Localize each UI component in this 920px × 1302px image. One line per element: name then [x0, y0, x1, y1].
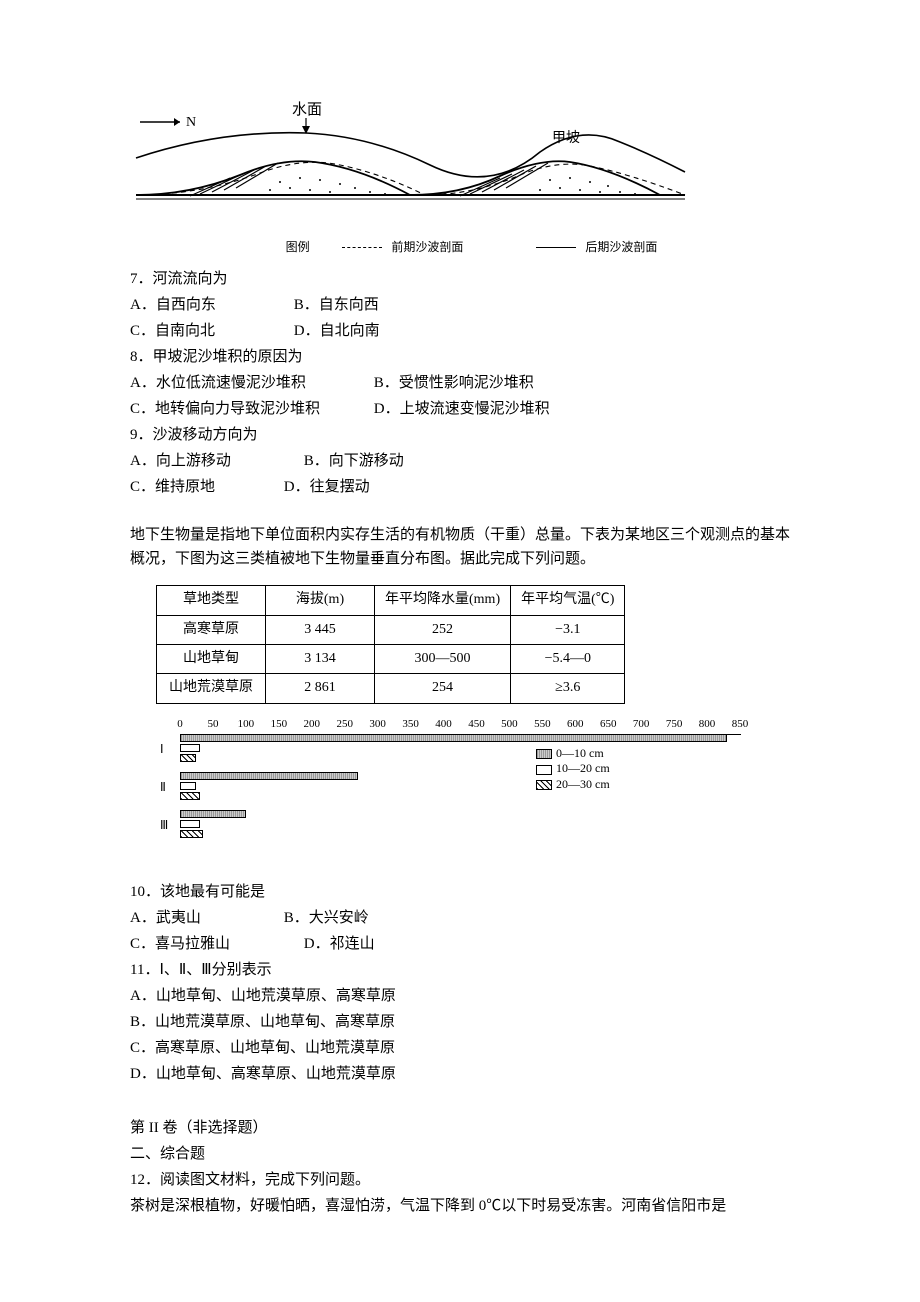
diagram-legend: 图例 前期沙波剖面 后期沙波剖面 [130, 238, 790, 257]
q11-c: C．高寒草原、山地草甸、山地荒漠草原 [130, 1036, 790, 1060]
q8-a: A．水位低流速慢泥沙堆积 [130, 371, 370, 395]
chart-legend: 0—10 cm 10—20 cm 20—30 cm [536, 746, 610, 793]
q12-text: 茶树是深根植物，好暖怕晒，喜湿怕涝，气温下降到 0℃以下时易受冻害。河南省信阳市… [130, 1194, 790, 1218]
q8-b: B．受惯性影响泥沙堆积 [374, 371, 534, 395]
th-type: 草地类型 [157, 586, 266, 615]
part2-heading1: 第 II 卷（非选择题） [130, 1116, 790, 1140]
table-row: 山地草甸 3 134 300—500 −5.4—0 [157, 644, 625, 673]
water-label: 水面 [292, 101, 322, 118]
q11-a: A．山地草甸、山地荒漠草原、高寒草原 [130, 984, 790, 1008]
table-row: 高寒草原 3 445 252 −3.1 [157, 615, 625, 644]
legend-20-30: 20—30 cm [556, 777, 610, 791]
q7-c: C．自南向北 [130, 319, 290, 343]
q8-c: C．地转偏向力导致泥沙堆积 [130, 397, 370, 421]
q9-d: D．往复摆动 [284, 475, 370, 499]
q8-d: D．上坡流速变慢泥沙堆积 [374, 397, 550, 421]
passage-biomass: 地下生物量是指地下单位面积内实存生活的有机物质（干重）总量。下表为某地区三个观测… [130, 523, 790, 571]
legend-10-20: 10—20 cm [556, 761, 610, 775]
page: N 水面 甲坡 [0, 0, 920, 1302]
q8-stem: 8．甲坡泥沙堆积的原因为 [130, 345, 790, 369]
chart-xaxis: 0501001502002503003504004505005506006507… [180, 716, 758, 732]
q9-stem: 9．沙波移动方向为 [130, 423, 790, 447]
legend-title: 图例 [263, 238, 333, 257]
th-precip: 年平均降水量(mm) [375, 586, 511, 615]
q7-stem: 7．河流流向为 [130, 267, 790, 291]
chart-plot: ⅠⅡⅢ [180, 734, 740, 848]
biomass-table: 草地类型 海拔(m) 年平均降水量(mm) 年平均气温(℃) 高寒草原 3 44… [156, 585, 625, 704]
q10-d: D．祁连山 [304, 932, 375, 956]
th-alt: 海拔(m) [266, 586, 375, 615]
th-temp: 年平均气温(℃) [511, 586, 625, 615]
q10-stem: 10．该地最有可能是 [130, 880, 790, 904]
q7-a: A．自西向东 [130, 293, 290, 317]
q9-c: C．维持原地 [130, 475, 280, 499]
part2-heading2: 二、综合题 [130, 1142, 790, 1166]
legend-prev: 前期沙波剖面 [391, 240, 463, 254]
part2: 第 II 卷（非选择题） 二、综合题 12．阅读图文材料，完成下列问题。 茶树是… [130, 1116, 790, 1218]
q11-d: D．山地草甸、高寒草原、山地荒漠草原 [130, 1062, 790, 1086]
legend-later: 后期沙波剖面 [585, 240, 657, 254]
q7-b: B．自东向西 [294, 293, 379, 317]
q10-c: C．喜马拉雅山 [130, 932, 300, 956]
q12-stem: 12．阅读图文材料，完成下列问题。 [130, 1168, 790, 1192]
q10-b: B．大兴安岭 [284, 906, 369, 930]
biomass-chart: 0501001502002503003504004505005506006507… [158, 716, 758, 866]
table-row: 山地荒漠草原 2 861 254 ≥3.6 [157, 674, 625, 703]
q9-a: A．向上游移动 [130, 449, 300, 473]
q11-stem: 11．Ⅰ、Ⅱ、Ⅲ分别表示 [130, 958, 790, 982]
sand-wave-diagram: N 水面 甲坡 [130, 100, 690, 220]
north-label: N [186, 115, 196, 130]
q9-b: B．向下游移动 [304, 449, 404, 473]
q7-d: D．自北向南 [294, 319, 380, 343]
legend-0-10: 0—10 cm [556, 746, 604, 760]
q11-b: B．山地荒漠草原、山地草甸、高寒草原 [130, 1010, 790, 1034]
q10-a: A．武夷山 [130, 906, 280, 930]
